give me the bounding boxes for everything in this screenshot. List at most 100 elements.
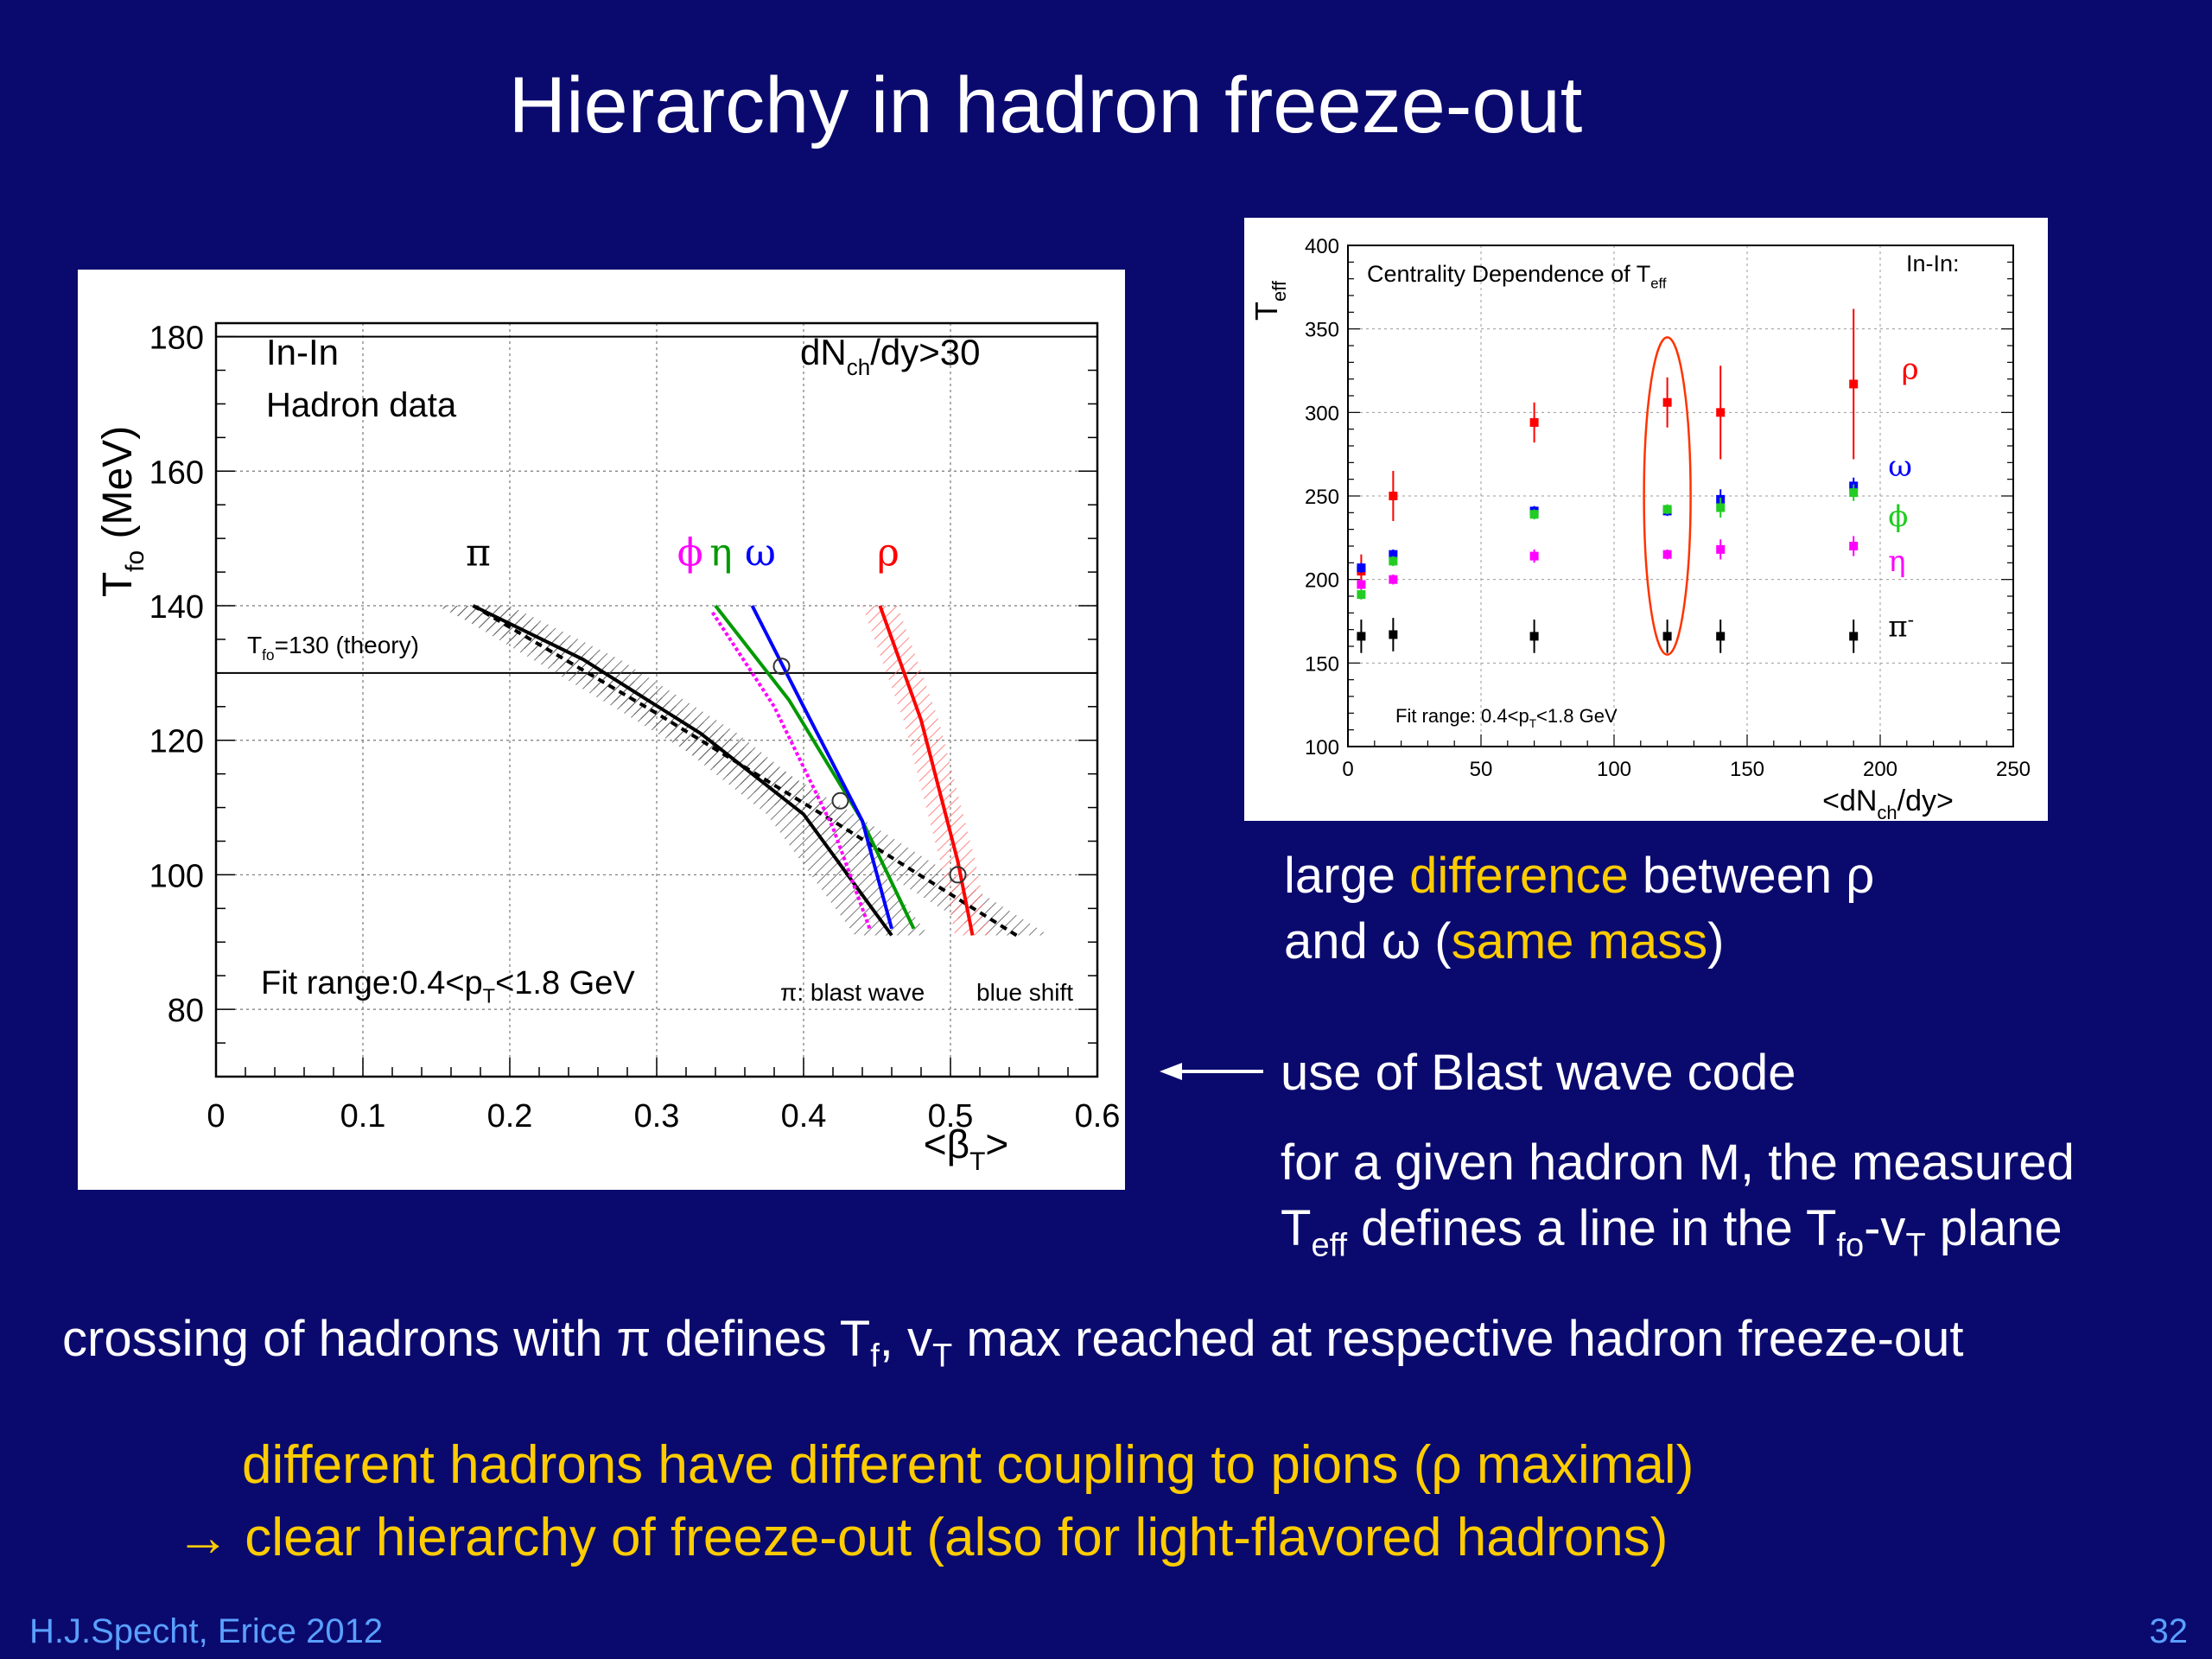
blue-shift-label: blue shift	[976, 979, 1073, 1006]
note-text: large	[1284, 848, 1410, 904]
data-point	[1849, 632, 1859, 641]
tfo-vs-beta-chart: 0 0.1 0.2 0.3 0.4 0.5 0.6 80 100 120 140 160 180 π ϕ η ω…	[78, 270, 1125, 1190]
data-point	[1529, 551, 1539, 561]
note-highlight-same-mass: same mass	[1451, 913, 1708, 969]
data-point	[1529, 510, 1539, 519]
fit-range-label: Fit range:0.4<pT<1.8 GeV	[261, 965, 635, 1007]
data-point	[1716, 503, 1726, 512]
note-text: between ρ	[1628, 848, 1875, 904]
note-text: defines a line in the T	[1347, 1200, 1837, 1256]
note-text: plane	[1925, 1200, 2063, 1256]
y-tick-label: 120	[149, 724, 204, 760]
note-text: and ω (	[1284, 913, 1452, 969]
series-line-2	[710, 611, 872, 930]
note-highlight-difference: difference	[1409, 848, 1629, 904]
y-tick-label: 400	[1305, 235, 1339, 258]
data-point	[1662, 550, 1672, 559]
uncertainty-band	[436, 606, 929, 936]
x-tick-label: 0.5	[928, 1098, 974, 1135]
note-blast-wave: use of Blast wave code	[1281, 1045, 1796, 1101]
series-label: ρ	[877, 531, 899, 575]
plot-frame	[1347, 245, 2014, 747]
highlight-ellipse	[1643, 336, 1692, 656]
data-point	[1662, 397, 1672, 407]
x-tick-label: 200	[1863, 758, 1897, 781]
series-line-4	[750, 605, 893, 930]
footer-author: H.J.Specht, Erice 2012	[29, 1612, 384, 1650]
data-point	[1662, 505, 1672, 514]
note-text: T	[1281, 1200, 1312, 1256]
data-point	[1389, 556, 1398, 566]
data-point	[1389, 550, 1398, 559]
data-point	[1389, 492, 1398, 500]
blast-wave-label: π: blast wave	[780, 979, 925, 1006]
x-tick-label: 0.3	[634, 1098, 680, 1135]
crossing-marker	[831, 791, 849, 810]
series-label: ω	[1888, 449, 1912, 484]
y-tick-label: 250	[1305, 486, 1339, 509]
data-point	[1529, 632, 1539, 641]
data-point	[1849, 542, 1859, 550]
series-line-0	[472, 604, 893, 937]
x-tick-label: 0.6	[1075, 1098, 1121, 1135]
note-coupling: different hadrons have different couplin…	[242, 1435, 1694, 1495]
series-line-5	[878, 605, 975, 936]
note-text: -v	[1864, 1200, 1906, 1256]
series-label: η	[1888, 544, 1905, 579]
right-y-axis-label: Teff	[1249, 280, 1290, 321]
x-tick-label: 0.4	[781, 1098, 827, 1135]
right-x-axis-label: <dNch/dy>	[1822, 785, 1954, 821]
teff-centrality-plot: 0 50 100 150 200 250 100 150 200 250 300 350 400 ρ ωϕη…	[1249, 235, 2031, 823]
data-point	[1849, 379, 1859, 389]
data-point	[1389, 630, 1398, 639]
x-tick-label: 0	[1342, 758, 1353, 781]
note-text: , v	[879, 1311, 932, 1367]
plot-frame	[214, 321, 1099, 1078]
note-given-hadron: for a given hadron M, the measured	[1281, 1135, 2075, 1191]
uncertainty-band	[441, 606, 1049, 936]
x-tick-label: 0.1	[340, 1098, 386, 1135]
crossing-marker	[949, 866, 967, 884]
note-hierarchy: → clear hierarchy of freeze-out (also fo…	[176, 1508, 1669, 1567]
right-chart-title: Centrality Dependence of Teff	[1367, 261, 1667, 292]
series-label: π	[466, 531, 491, 575]
x-tick-label: 150	[1730, 758, 1764, 781]
data-point	[1357, 590, 1366, 600]
note-text: crossing of hadrons with π defines T	[62, 1311, 871, 1367]
note-sub: eff	[1311, 1227, 1347, 1264]
note-sub: T	[932, 1338, 953, 1375]
note-teff-line: Teff defines a line in the Tfo-vT plane	[1281, 1196, 2063, 1279]
multiplicity-label: dNch/dy>30	[800, 332, 980, 380]
uncertainty-band	[862, 606, 990, 936]
y-tick-label: 100	[149, 858, 204, 894]
series-line-1	[472, 604, 1018, 938]
y-tick-label: 350	[1305, 319, 1339, 342]
data-label: Hadron data	[266, 386, 457, 424]
series-label: π-	[1888, 609, 1914, 644]
x-tick-label: 0.2	[487, 1098, 533, 1135]
page-number: 32	[2149, 1612, 2189, 1650]
series-label: ω	[745, 531, 776, 575]
x-tick-label: 250	[1996, 758, 2031, 781]
left-arrow-icon	[1158, 1046, 1279, 1097]
note-text: max reached at respective hadron freeze-…	[952, 1311, 1964, 1367]
y-tick-label: 100	[1305, 736, 1339, 760]
series-label: η	[709, 531, 732, 575]
data-point	[1357, 563, 1366, 573]
teff-centrality-chart: 0 50 100 150 200 250 100 150 200 250 300 350 400 ρ ω ϕ η…	[1244, 218, 2048, 823]
right-system-label: In-In:	[1906, 251, 1960, 276]
note-text: )	[1707, 913, 1725, 969]
y-axis-label: Tfo (MeV)	[95, 426, 149, 597]
tfo-vs-beta-plot: 0 0.1 0.2 0.3 0.4 0.5 0.6 80 100 120 140 160 180 π ϕ η ω…	[95, 321, 1121, 1176]
y-tick-label: 140	[149, 589, 204, 626]
system-label: In-In	[266, 332, 339, 372]
theory-label: Tfo=130 (theory)	[247, 632, 419, 664]
data-point	[1662, 632, 1672, 641]
data-point	[1716, 544, 1726, 554]
data-point	[1389, 575, 1398, 584]
y-tick-label: 180	[149, 321, 204, 357]
data-point	[1357, 632, 1366, 641]
series-label: ρ	[1902, 353, 1919, 387]
note-sub: T	[1905, 1227, 1926, 1264]
data-point	[1357, 580, 1366, 589]
